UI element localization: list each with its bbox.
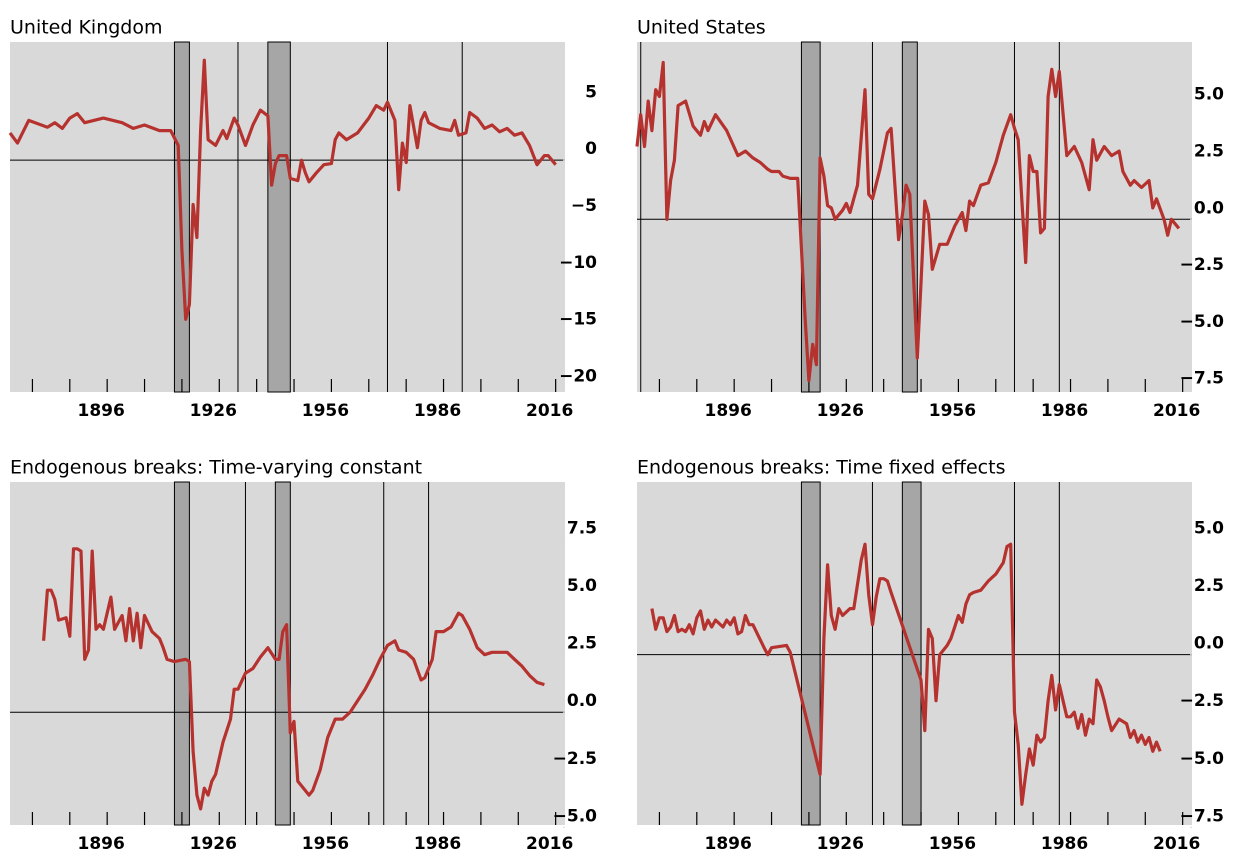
- y-tick-label: 0.0: [567, 691, 597, 711]
- panel: Endogenous breaks: Time fixed effects 189…: [637, 457, 1225, 854]
- x-tick-label: 1896: [78, 834, 125, 854]
- panel-title: United States: [637, 17, 766, 39]
- x-tick-label: 1896: [78, 401, 125, 421]
- y-tick-label: 0: [585, 139, 597, 159]
- data-line: [650, 542, 1162, 806]
- y-tick-label: −15: [559, 310, 597, 330]
- x-tick-label: 1896: [705, 401, 752, 421]
- y-tick-label: 0.0: [1194, 198, 1224, 218]
- y-tick-label: −5.0: [1180, 312, 1225, 332]
- panel: United Kingdom 1896 1926 1956 1986 2016 5 0 −5 −1…: [8, 17, 597, 421]
- x-tick-label: 2016: [526, 401, 573, 421]
- y-tick-label: 2.5: [567, 634, 597, 654]
- y-tick-label: 2.5: [1194, 141, 1224, 161]
- x-tick-label: 1956: [302, 401, 349, 421]
- x-tick-label: 1986: [414, 834, 461, 854]
- x-tick-label: 2016: [1153, 401, 1200, 421]
- data-line: [8, 58, 557, 321]
- x-tick-label: 1956: [302, 834, 349, 854]
- shaded-period: [274, 481, 291, 826]
- y-tick-label: 2.5: [1194, 576, 1224, 596]
- x-tick-label: 1896: [705, 834, 752, 854]
- panel-title: United Kingdom: [10, 17, 163, 39]
- panel: United States 1896 1926 1956 1986 2016 5.0 2.5 0…: [635, 17, 1225, 421]
- y-tick-label: 5.0: [1194, 519, 1224, 539]
- y-tick-label: 5: [585, 82, 597, 102]
- y-tick-label: −5.0: [1180, 749, 1225, 769]
- y-tick-label: 0.0: [1194, 634, 1224, 654]
- x-tick-label: 1986: [1041, 401, 1088, 421]
- y-tick-label: −7.5: [1180, 369, 1224, 389]
- shaded-period: [800, 481, 821, 826]
- shaded-period: [267, 41, 291, 393]
- panel: Endogenous breaks: Time-varying constant…: [10, 457, 598, 854]
- x-tick-label: 2016: [526, 834, 573, 854]
- x-tick-label: 1986: [414, 401, 461, 421]
- y-tick-label: −2.5: [553, 749, 597, 769]
- x-tick-label: 1926: [190, 401, 237, 421]
- y-tick-label: 5.0: [567, 576, 597, 596]
- y-tick-label: −5: [571, 196, 597, 216]
- x-tick-label: 1986: [1041, 834, 1088, 854]
- y-tick-label: −2.5: [1180, 255, 1224, 275]
- x-tick-label: 1926: [817, 401, 864, 421]
- panel-title: Endogenous breaks: Time-varying constant: [10, 457, 422, 479]
- y-tick-label: −2.5: [1180, 691, 1224, 711]
- y-tick-label: −20: [559, 366, 597, 386]
- x-tick-label: 1956: [929, 834, 976, 854]
- y-tick-label: −5.0: [553, 806, 598, 826]
- x-tick-label: 1926: [817, 834, 864, 854]
- x-tick-label: 2016: [1153, 834, 1200, 854]
- y-tick-label: 5.0: [1194, 85, 1224, 105]
- y-tick-label: −7.5: [1180, 806, 1224, 826]
- data-line: [42, 547, 545, 811]
- x-tick-label: 1956: [929, 401, 976, 421]
- y-tick-label: 7.5: [567, 519, 597, 539]
- shaded-period: [173, 481, 190, 826]
- data-line: [635, 60, 1181, 383]
- x-tick-label: 1926: [190, 834, 237, 854]
- y-tick-label: −10: [559, 253, 597, 273]
- panel-title: Endogenous breaks: Time fixed effects: [637, 457, 1005, 479]
